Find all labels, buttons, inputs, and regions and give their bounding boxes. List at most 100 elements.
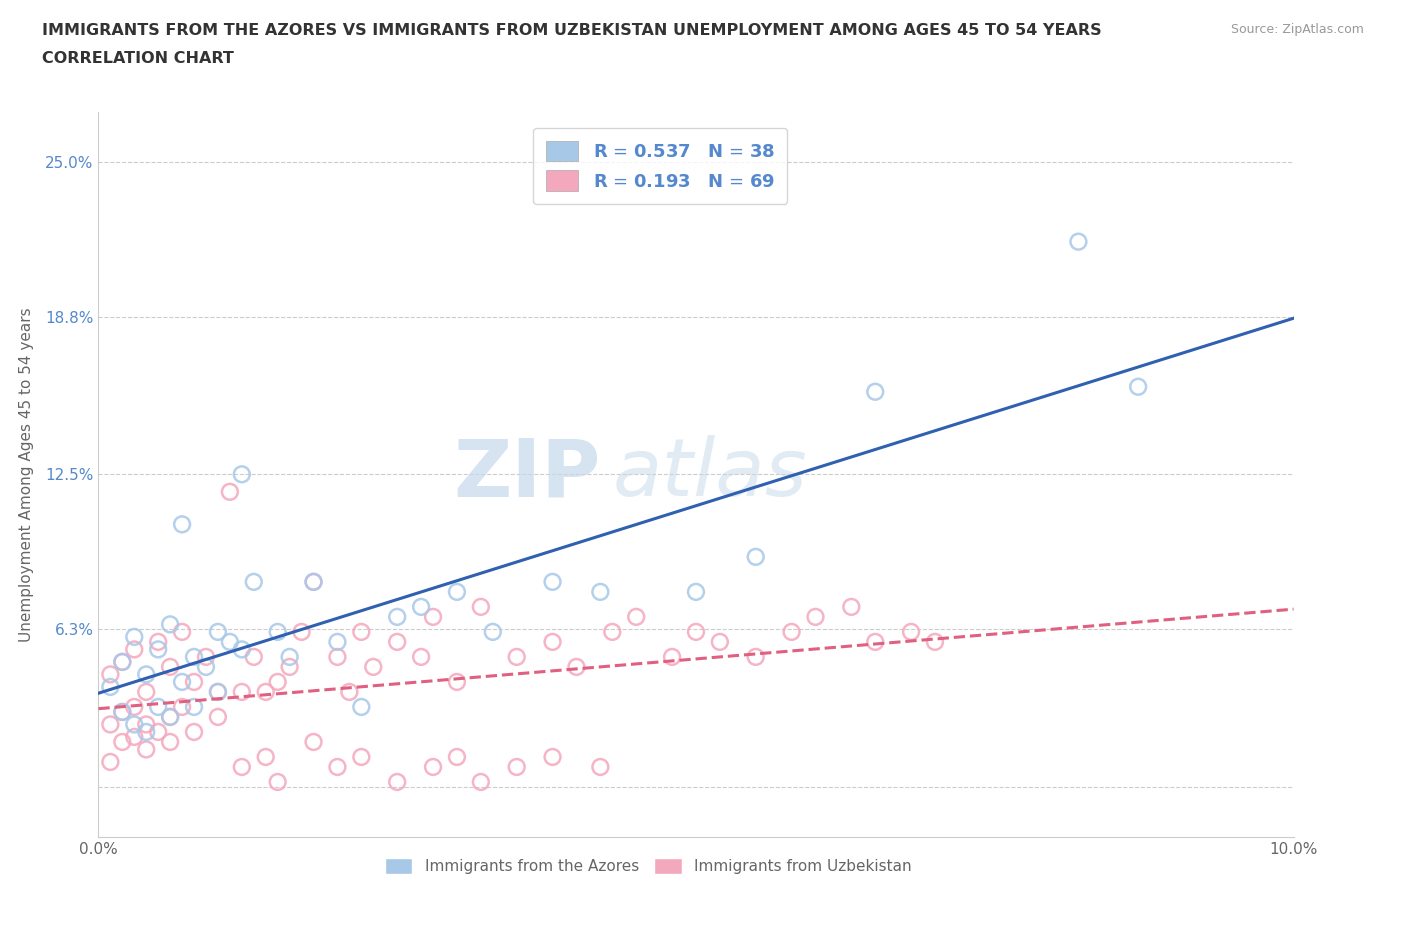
Text: atlas: atlas (613, 435, 807, 513)
Point (159, 710, 181, 724)
Point (506, 760, 529, 775)
Point (841, 600, 863, 615)
Text: Source: ZipAtlas.com: Source: ZipAtlas.com (1230, 23, 1364, 36)
Point (183, 649, 205, 664)
Point (446, 750, 468, 764)
Point (385, 609, 409, 624)
Point (541, 575, 564, 590)
Point (111, 705, 134, 720)
Point (506, 649, 529, 664)
Point (626, 609, 648, 624)
Point (148, 724, 170, 739)
Point (1128, 379, 1150, 394)
Point (111, 705, 134, 720)
Point (183, 674, 205, 689)
Point (350, 750, 373, 764)
Point (326, 649, 349, 664)
Point (148, 699, 170, 714)
Point (589, 760, 612, 775)
Point (135, 717, 157, 732)
Point (709, 634, 731, 649)
Point (243, 649, 266, 664)
Point (124, 717, 146, 732)
Point (172, 674, 194, 689)
Point (326, 634, 349, 649)
Point (278, 659, 301, 674)
Point (98, 717, 122, 732)
Point (124, 630, 146, 644)
Point (183, 699, 205, 714)
Point (804, 609, 827, 624)
Point (422, 760, 444, 775)
Point (98, 754, 122, 769)
Point (111, 735, 134, 750)
Point (350, 699, 373, 714)
Point (302, 735, 325, 750)
Point (254, 750, 277, 764)
Point (326, 760, 349, 775)
Point (267, 624, 290, 639)
Point (172, 517, 194, 532)
Point (207, 624, 229, 639)
Point (183, 724, 205, 739)
Point (124, 699, 146, 714)
Point (350, 624, 373, 639)
Point (124, 729, 146, 744)
Point (900, 624, 922, 639)
Point (172, 699, 194, 714)
Point (231, 760, 253, 775)
Point (602, 624, 624, 639)
Point (111, 655, 134, 670)
Point (124, 642, 146, 657)
Point (865, 384, 887, 399)
Point (172, 624, 194, 639)
Legend: Immigrants from the Azores, Immigrants from Uzbekistan: Immigrants from the Azores, Immigrants f… (378, 852, 918, 880)
Point (159, 617, 181, 631)
Point (482, 624, 505, 639)
Point (780, 624, 803, 639)
Point (231, 642, 253, 657)
Point (159, 735, 181, 750)
Point (924, 634, 946, 649)
Point (195, 659, 218, 674)
Point (231, 684, 253, 699)
Point (291, 624, 314, 639)
Point (339, 684, 361, 699)
Text: ZIP: ZIP (453, 435, 600, 513)
Point (207, 684, 229, 699)
Point (411, 649, 433, 664)
Point (148, 642, 170, 657)
Point (219, 634, 242, 649)
Point (135, 667, 157, 682)
Point (541, 750, 564, 764)
Point (243, 575, 266, 590)
Point (302, 575, 325, 590)
Point (195, 649, 218, 664)
Point (98, 680, 122, 695)
Point (159, 659, 181, 674)
Point (661, 649, 683, 664)
Point (267, 674, 290, 689)
Point (589, 584, 612, 599)
Point (385, 634, 409, 649)
Point (231, 467, 253, 482)
Point (207, 684, 229, 699)
Point (541, 634, 564, 649)
Point (219, 485, 242, 499)
Point (865, 634, 887, 649)
Text: CORRELATION CHART: CORRELATION CHART (42, 51, 233, 66)
Point (411, 600, 433, 615)
Point (148, 634, 170, 649)
Point (267, 775, 290, 790)
Y-axis label: Unemployment Among Ages 45 to 54 years: Unemployment Among Ages 45 to 54 years (20, 307, 34, 642)
Point (1067, 234, 1090, 249)
Point (745, 550, 768, 565)
Point (207, 710, 229, 724)
Point (135, 684, 157, 699)
Text: IMMIGRANTS FROM THE AZORES VS IMMIGRANTS FROM UZBEKISTAN UNEMPLOYMENT AMONG AGES: IMMIGRANTS FROM THE AZORES VS IMMIGRANTS… (42, 23, 1102, 38)
Point (446, 674, 468, 689)
Point (685, 584, 707, 599)
Point (278, 649, 301, 664)
Point (159, 710, 181, 724)
Point (363, 659, 385, 674)
